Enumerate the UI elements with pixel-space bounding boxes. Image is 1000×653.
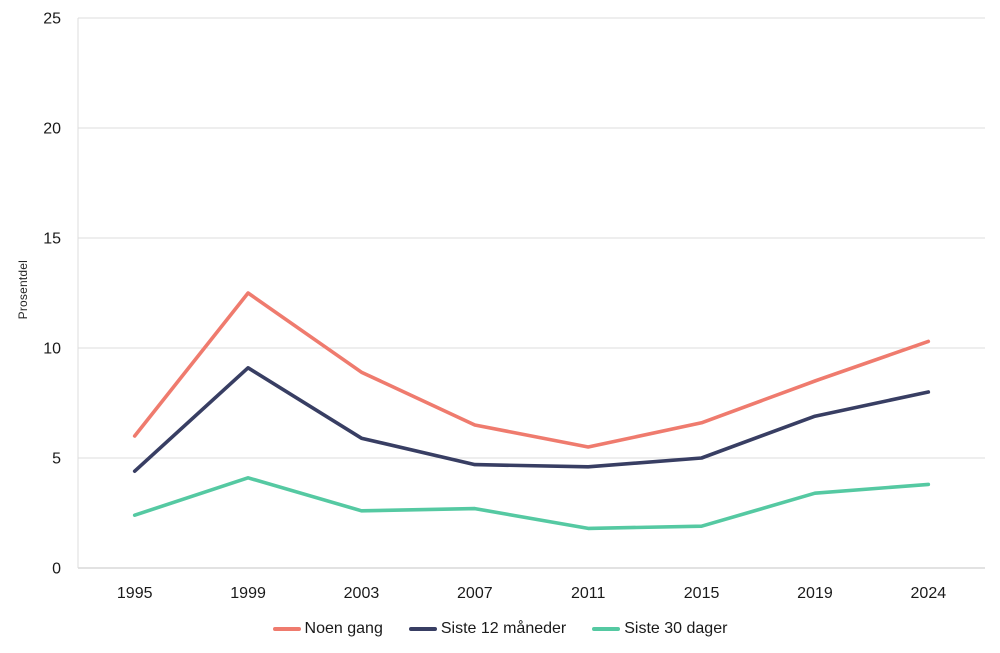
series-line-siste-12-m-neder — [132, 365, 931, 474]
series-line-noen-gang — [132, 291, 931, 449]
y-tick-label: 5 — [52, 451, 61, 468]
x-tick-label: 2015 — [684, 585, 720, 602]
x-tick-label: 1995 — [117, 585, 153, 602]
legend-swatch-icon — [272, 626, 301, 632]
legend-label: Noen gang — [304, 620, 383, 637]
legend-item-noen-gang: Noen gang — [272, 620, 383, 638]
legend-swatch-icon — [408, 626, 437, 632]
x-tick-label: 2011 — [571, 585, 606, 602]
x-tick-label: 2019 — [797, 585, 833, 602]
legend-label: Siste 30 dager — [624, 620, 728, 637]
y-tick-label: 0 — [52, 561, 61, 578]
legend-swatch-icon — [592, 626, 621, 632]
y-tick-label: 10 — [43, 341, 61, 358]
x-tick-label: 2003 — [344, 585, 380, 602]
y-tick-label: 25 — [43, 11, 61, 28]
x-tick-label: 2024 — [911, 585, 947, 602]
y-axis-title: Prosentdel — [16, 260, 30, 320]
legend-item-siste-12-maneder: Siste 12 måneder — [408, 620, 567, 638]
x-tick-label: 2007 — [457, 585, 493, 602]
legend-label: Siste 12 måneder — [440, 620, 567, 637]
chart-legend: Noen gang Siste 12 måneder Siste 30 dage… — [0, 620, 1000, 638]
legend-item-siste-30-dager: Siste 30 dager — [592, 620, 727, 638]
y-tick-label: 20 — [43, 121, 61, 138]
series-line-siste-30-dager — [132, 475, 931, 531]
x-tick-label: 1999 — [230, 585, 266, 602]
y-tick-label: 15 — [43, 231, 61, 248]
